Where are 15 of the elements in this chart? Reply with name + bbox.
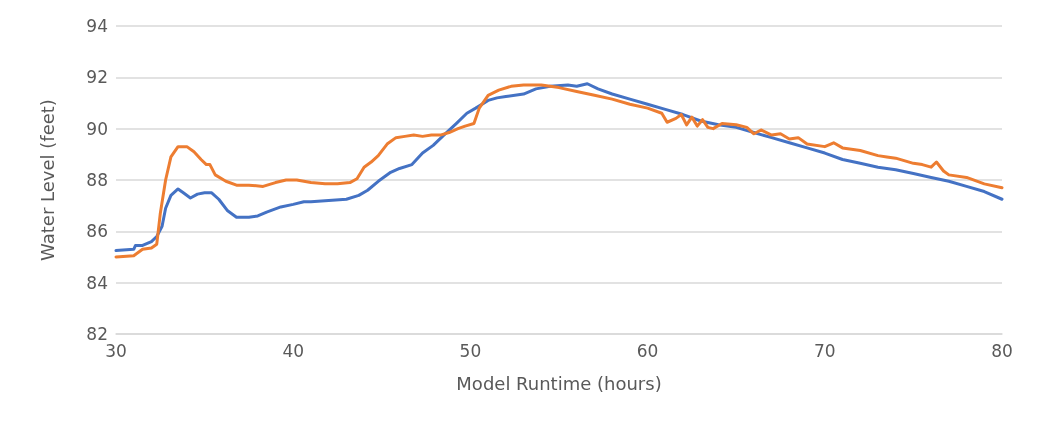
- y-tick-label: 86: [86, 221, 108, 242]
- y-tick-label: 82: [86, 324, 108, 344]
- y-axis-title: Water Level (feet): [36, 99, 58, 261]
- y-tick-label: 88: [86, 170, 108, 190]
- y-tick-label: 90: [86, 118, 108, 139]
- y-tick-label: 94: [86, 16, 108, 36]
- y-tick-label: 92: [86, 67, 108, 88]
- x-tick-label: 80: [991, 340, 1013, 361]
- x-tick-label: 70: [813, 340, 836, 361]
- x-tick-label: 60: [636, 340, 659, 361]
- y-tick-label: 84: [86, 272, 108, 293]
- x-tick-label: 30: [105, 340, 127, 361]
- x-tick-label: 40: [282, 340, 305, 361]
- x-axis-title: Model Runtime (hours): [456, 372, 662, 394]
- x-tick-label: 50: [459, 340, 482, 361]
